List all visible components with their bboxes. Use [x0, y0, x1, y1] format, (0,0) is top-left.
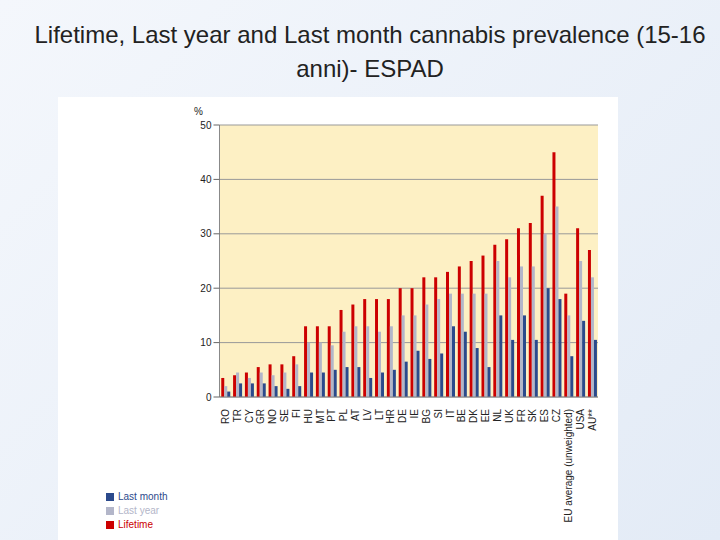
svg-text:GR: GR [255, 409, 266, 424]
svg-text:ES: ES [539, 409, 550, 423]
svg-text:IE: IE [409, 409, 420, 419]
svg-text:TR: TR [232, 409, 243, 422]
svg-text:FR: FR [516, 409, 527, 422]
svg-text:DK: DK [468, 409, 479, 423]
svg-text:AT: AT [350, 409, 361, 421]
html-text:Lifetime: Lifetime [118, 519, 153, 530]
svg-text:0: 0 [206, 392, 212, 403]
svg-text:NO: NO [267, 409, 278, 424]
svg-text:50: 50 [200, 120, 212, 131]
html-text:Last month: Last month [118, 491, 168, 502]
svg-text:EE: EE [480, 409, 491, 423]
svg-text:LT: LT [374, 409, 385, 420]
svg-text:MT: MT [315, 409, 326, 423]
svg-text:SK: SK [527, 409, 538, 423]
svg-text:30: 30 [200, 228, 212, 239]
svg-text:PT: PT [326, 409, 337, 422]
svg-text:USA: USA [575, 409, 586, 430]
html-text:Lifetime, Last year and Last m: Lifetime, Last year and Last month canna… [34, 21, 706, 82]
svg-text:HU: HU [303, 409, 314, 423]
svg-text:AU**: AU** [587, 409, 598, 431]
svg-text:HR: HR [385, 409, 396, 423]
svg-text:LV: LV [362, 409, 373, 421]
svg-text:FI: FI [291, 409, 302, 418]
svg-text:BE: BE [456, 409, 467, 423]
svg-text:20: 20 [200, 283, 212, 294]
svg-text:PL: PL [338, 409, 349, 422]
svg-text:BG: BG [421, 409, 432, 424]
svg-text:10: 10 [200, 337, 212, 348]
svg-text:IT: IT [445, 409, 456, 418]
svg-text:40: 40 [200, 174, 212, 185]
svg-text:EU average (unweighted): EU average (unweighted) [563, 409, 574, 522]
svg-text:UK: UK [504, 409, 515, 423]
svg-text:DE: DE [397, 409, 408, 423]
svg-text:SE: SE [279, 409, 290, 423]
svg-text:RO: RO [220, 409, 231, 424]
svg-text:CZ: CZ [551, 409, 562, 422]
svg-text:NL: NL [492, 409, 503, 422]
svg-text:%: % [194, 106, 203, 117]
svg-text:SI: SI [433, 409, 444, 418]
html-text:Last year: Last year [118, 505, 160, 516]
svg-text:CY: CY [244, 409, 255, 423]
